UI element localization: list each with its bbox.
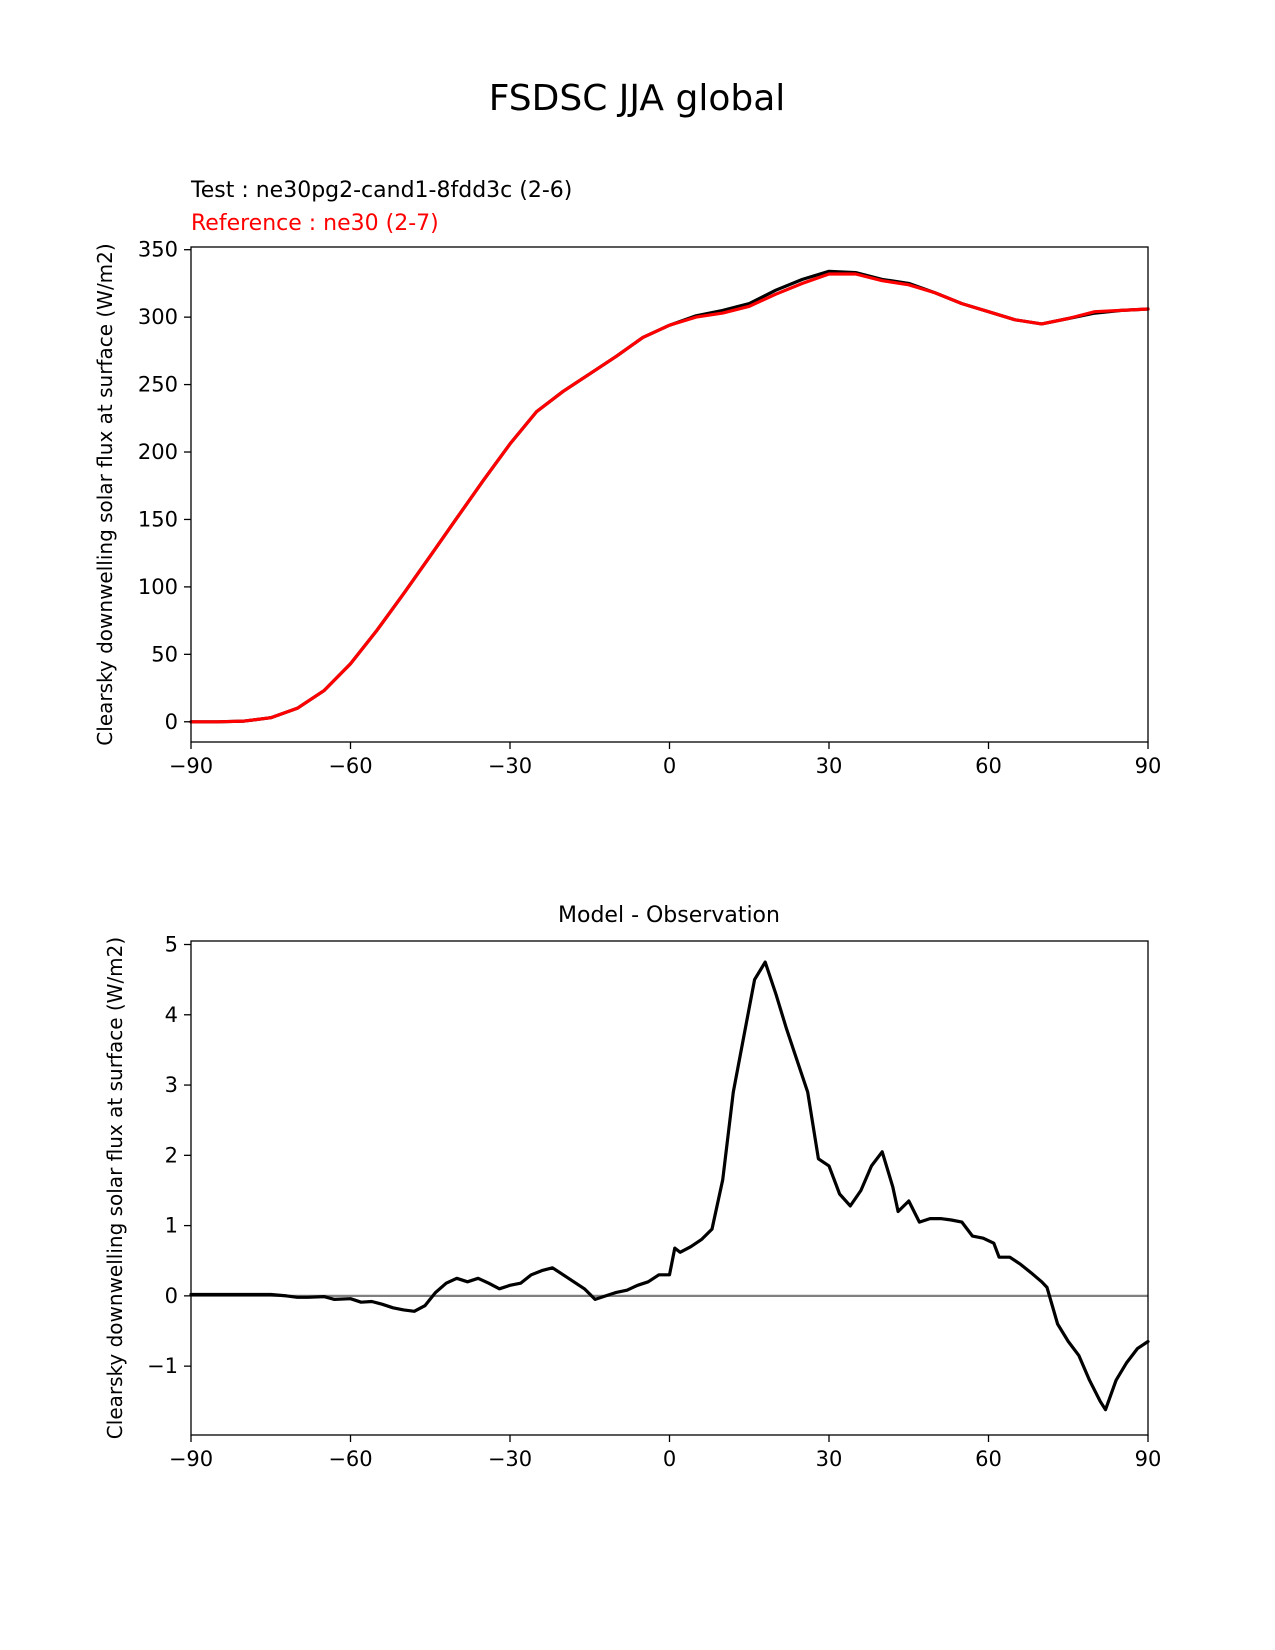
y-tick-label: 5 [165,933,178,957]
x-tick-label: 0 [663,1447,676,1471]
y-tick-label: 200 [138,440,178,464]
y-tick-label: 0 [165,1284,178,1308]
y-tick-label: 2 [165,1143,178,1167]
x-tick-label: 0 [663,754,676,778]
bottom-chart: Model - Observation −90 −60 −30 0 30 60 90 −1 0 1… [103,903,1161,1471]
x-tick-label: −30 [488,1447,532,1471]
test-annotation: Test : ne30pg2-cand1-8fdd3c (2-6) [190,178,572,203]
y-tick-label: 350 [138,238,178,262]
axes-frame [190,940,1149,1436]
x-tick-label: −60 [328,1447,372,1471]
top-chart: Test : ne30pg2-cand1-8fdd3c (2-6) Refere… [93,178,1161,778]
x-tick-label: −90 [169,1447,213,1471]
y-tick-label: 0 [165,710,178,734]
y-tick-label: −1 [147,1354,178,1378]
x-tick-label: 30 [816,1447,843,1471]
x-tick-label: 60 [975,754,1002,778]
y-tick-label: 100 [138,575,178,599]
x-tick-label: −30 [488,754,532,778]
y-tick-label: 50 [151,642,178,666]
x-tick-label: 60 [975,1447,1002,1471]
x-tick-label: 90 [1135,754,1162,778]
x-tick-label: −90 [169,754,213,778]
y-tick-label: 300 [138,305,178,329]
reference-annotation: Reference : ne30 (2-7) [191,211,439,236]
y-tick-label: 250 [138,373,178,397]
x-tick-label: 90 [1135,1447,1162,1471]
axes-frame [190,246,1149,743]
y-axis-label: Clearsky downwelling solar flux at surfa… [103,937,127,1439]
y-tick-label: 1 [165,1214,178,1238]
y-tick-label: 150 [138,507,178,531]
series-line-model-observation [189,960,1150,1412]
y-axis-label: Clearsky downwelling solar flux at surfa… [93,243,117,745]
bottom-chart-title: Model - Observation [558,903,780,928]
figure-title: FSDSC JJA global [489,78,786,119]
series-line-test [189,269,1150,724]
x-tick-label: 30 [816,754,843,778]
y-tick-label: 4 [165,1003,178,1027]
x-tick-label: −60 [328,754,372,778]
y-tick-label: 3 [165,1073,178,1097]
series-line-reference [189,272,1150,724]
